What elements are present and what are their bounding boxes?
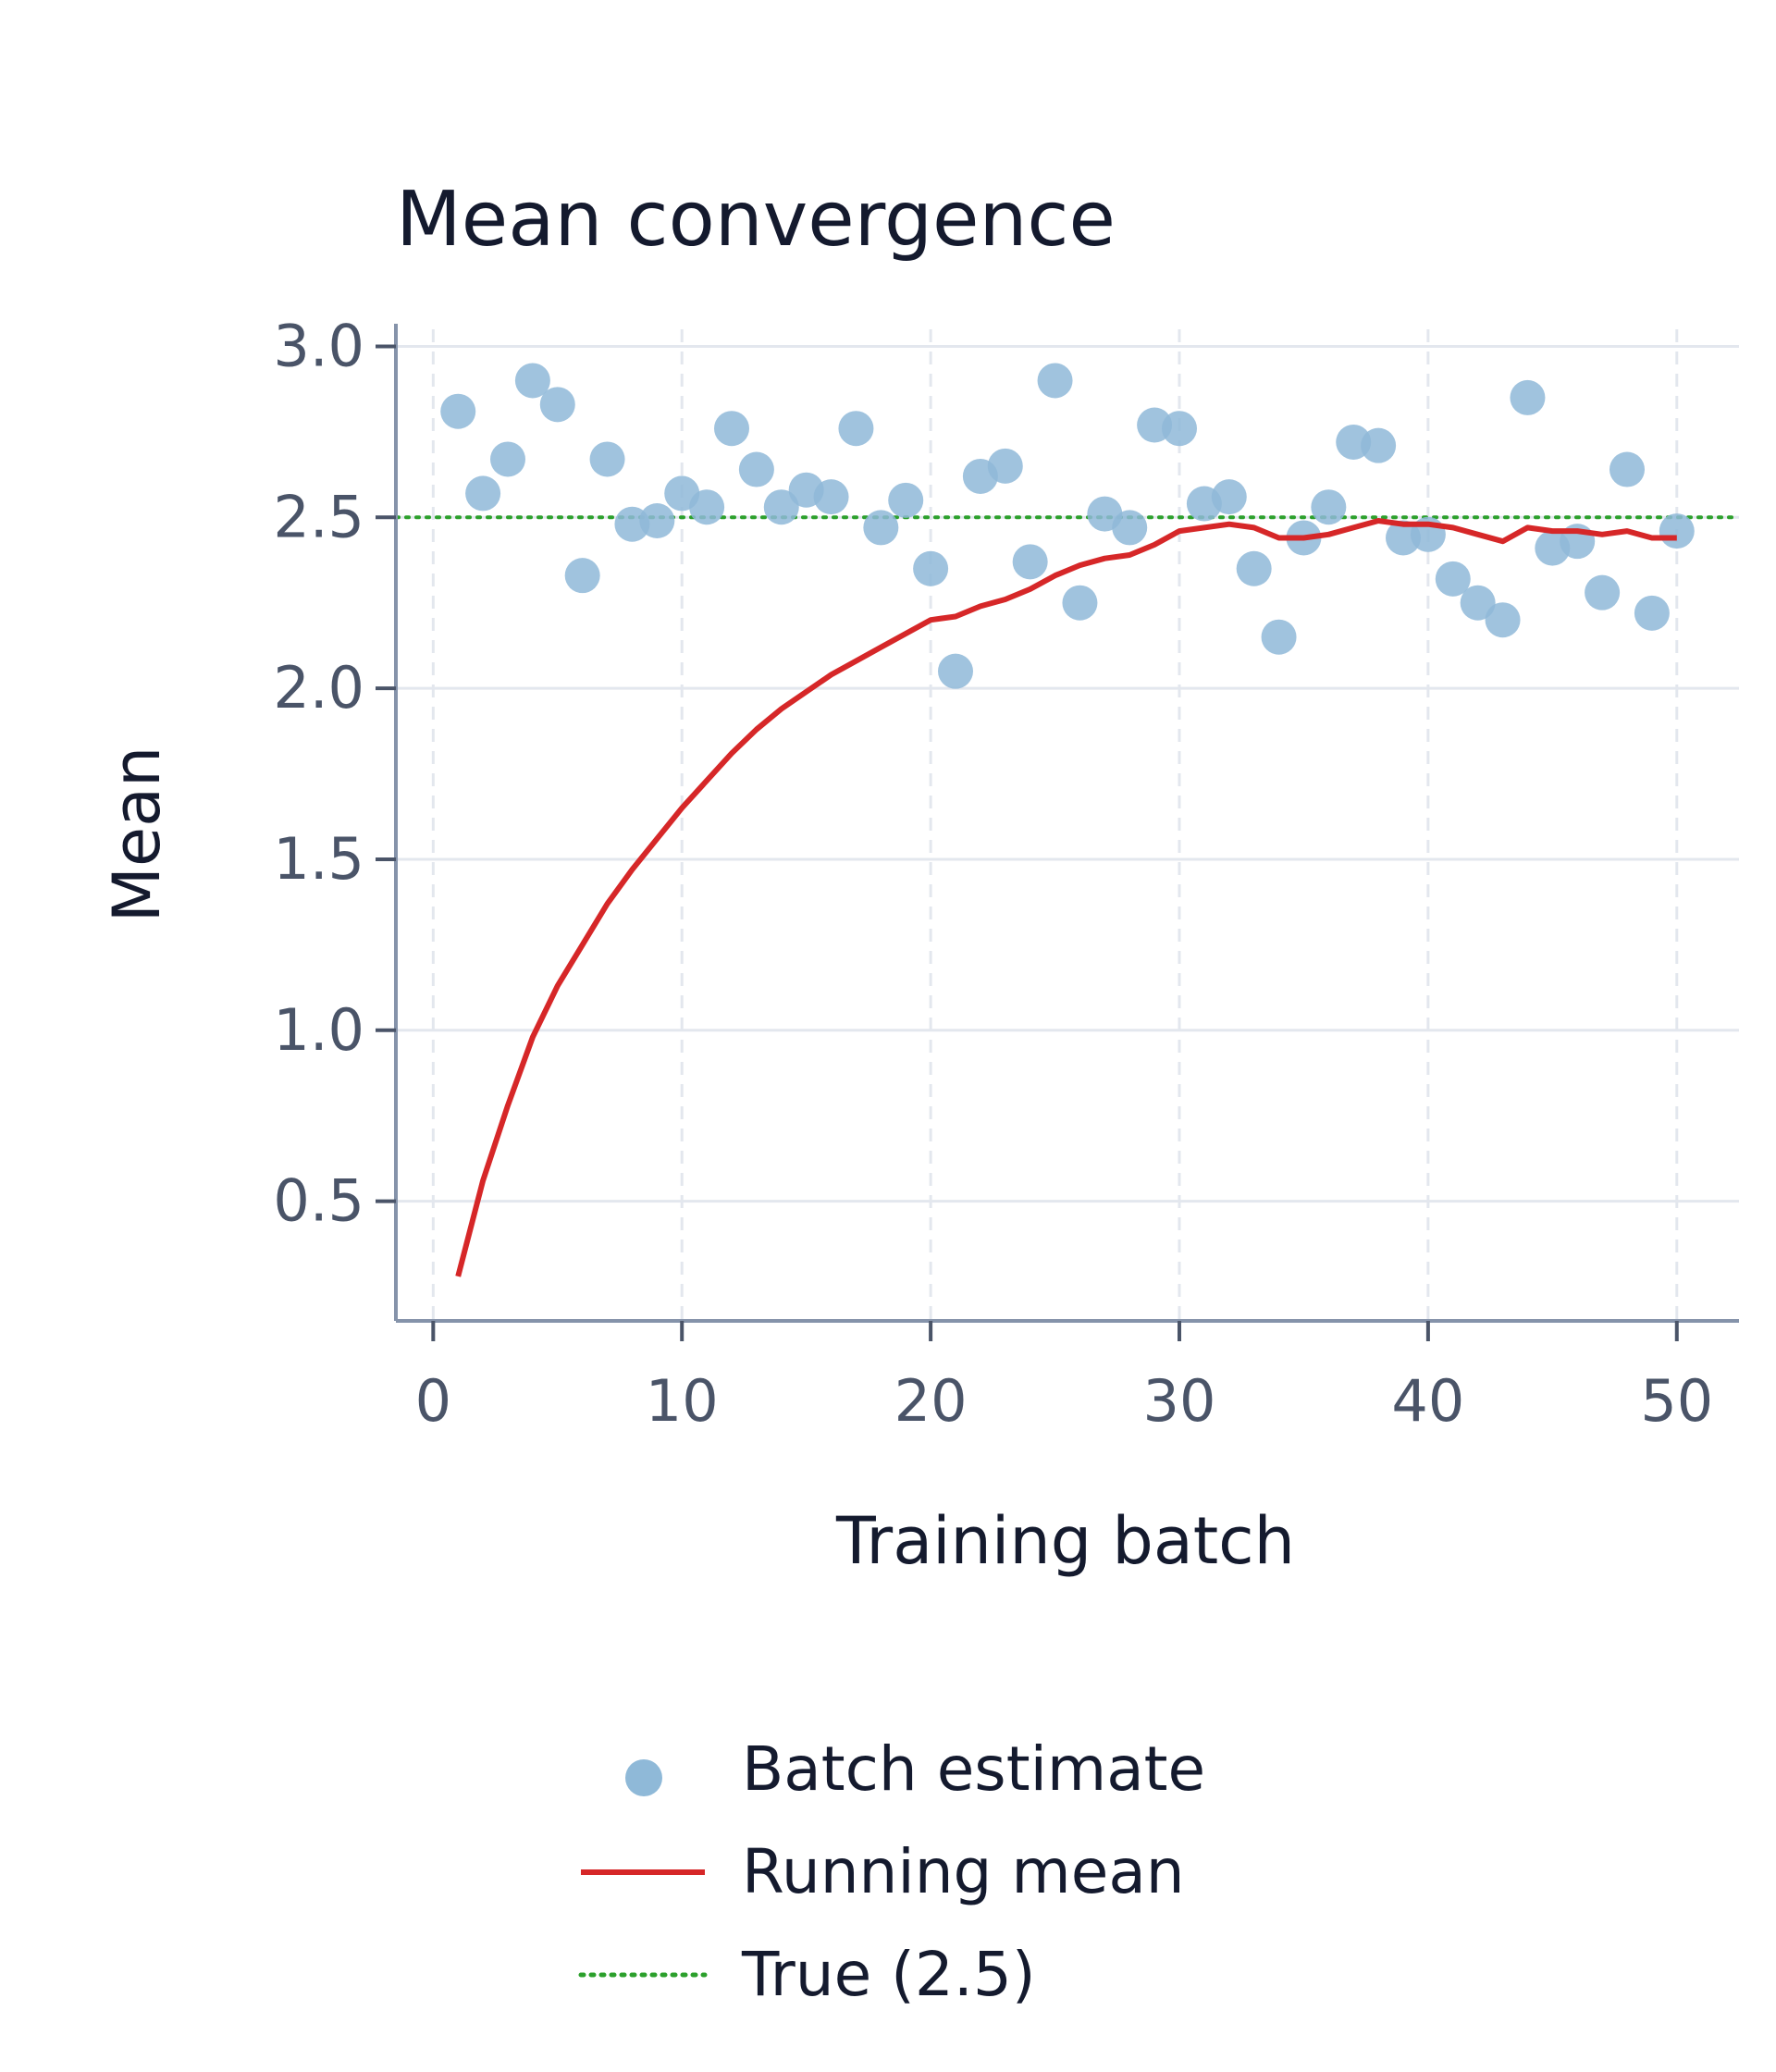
legend: Batch estimate Running mean True (2.5): [578, 1733, 1205, 2010]
batch-estimate-point: [639, 503, 675, 539]
legend-item-running-mean: Running mean: [581, 1836, 1185, 1907]
axes: [376, 324, 1739, 1341]
batch-estimate-point: [938, 653, 973, 689]
y-tick-label: 0.5: [273, 1167, 364, 1235]
running-mean-line: [455, 518, 1677, 1277]
x-tick-label: 50: [1640, 1367, 1713, 1435]
batch-estimate-point: [1510, 379, 1546, 415]
tick-labels: 0.5 1.0 1.5 2.0 2.5 3.0 0 10 20 30 40 50: [273, 312, 1713, 1435]
batch-estimate-point: [1435, 561, 1471, 597]
batch-estimate-point: [539, 387, 575, 423]
batch-estimate-point: [1361, 427, 1397, 463]
batch-estimate-point: [738, 451, 774, 487]
batch-estimate-point: [813, 479, 849, 515]
grid: [396, 329, 1739, 1321]
batch-estimate-point: [763, 489, 799, 525]
legend-label-running-mean: Running mean: [742, 1836, 1185, 1907]
batch-estimate-point: [1311, 489, 1347, 525]
batch-estimate-point: [838, 411, 874, 447]
batch-estimate-point: [1211, 479, 1247, 515]
y-tick-label: 1.0: [273, 996, 364, 1064]
scatter-series: [440, 363, 1695, 689]
legend-label-true-value: True (2.5): [741, 1939, 1036, 2010]
x-tick-label: 0: [415, 1367, 451, 1435]
batch-estimate-point: [1585, 574, 1621, 610]
batch-estimate-point: [1162, 411, 1197, 447]
y-tick-label: 3.0: [273, 312, 364, 379]
batch-estimate-point: [987, 448, 1023, 484]
batch-estimate-point: [514, 363, 550, 399]
batch-estimate-point: [1112, 510, 1148, 546]
batch-estimate-point: [1610, 451, 1645, 487]
line-series: [455, 518, 1677, 1277]
batch-estimate-point: [863, 510, 899, 546]
batch-estimate-point: [913, 550, 949, 586]
batch-estimate-point: [490, 441, 525, 477]
batch-estimate-point: [1261, 619, 1297, 655]
chart-title: Mean convergence: [396, 176, 1116, 264]
legend-item-batch-estimate: Batch estimate: [625, 1733, 1205, 1805]
legend-item-true-value: True (2.5): [578, 1939, 1036, 2010]
batch-estimate-point: [465, 475, 501, 512]
batch-estimate-point: [888, 482, 924, 518]
x-tick-label: 30: [1143, 1367, 1216, 1435]
batch-estimate-point: [1012, 544, 1048, 580]
batch-estimate-point: [1485, 602, 1521, 638]
batch-estimate-point: [1037, 363, 1073, 399]
x-tick-label: 40: [1391, 1367, 1464, 1435]
batch-estimate-point: [1460, 585, 1496, 621]
y-axis-label: Mean: [99, 746, 175, 923]
batch-estimate-point: [714, 411, 749, 447]
y-tick-label: 2.5: [273, 483, 364, 550]
batch-estimate-point: [1236, 550, 1272, 586]
y-tick-label: 1.5: [273, 825, 364, 893]
y-tick-label: 2.0: [273, 654, 364, 722]
batch-estimate-point: [564, 558, 600, 594]
batch-estimate-point: [1062, 585, 1098, 621]
x-tick-label: 10: [646, 1367, 719, 1435]
batch-estimate-point: [1659, 513, 1695, 549]
batch-estimate-point: [689, 489, 725, 525]
batch-estimate-point: [1634, 595, 1670, 631]
x-axis-label: Training batch: [835, 1503, 1295, 1579]
batch-estimate-point: [589, 441, 625, 477]
legend-label-batch-estimate: Batch estimate: [742, 1733, 1205, 1805]
x-tick-label: 20: [894, 1367, 968, 1435]
legend-marker-batch-estimate: [625, 1759, 662, 1796]
batch-estimate-point: [440, 393, 476, 429]
